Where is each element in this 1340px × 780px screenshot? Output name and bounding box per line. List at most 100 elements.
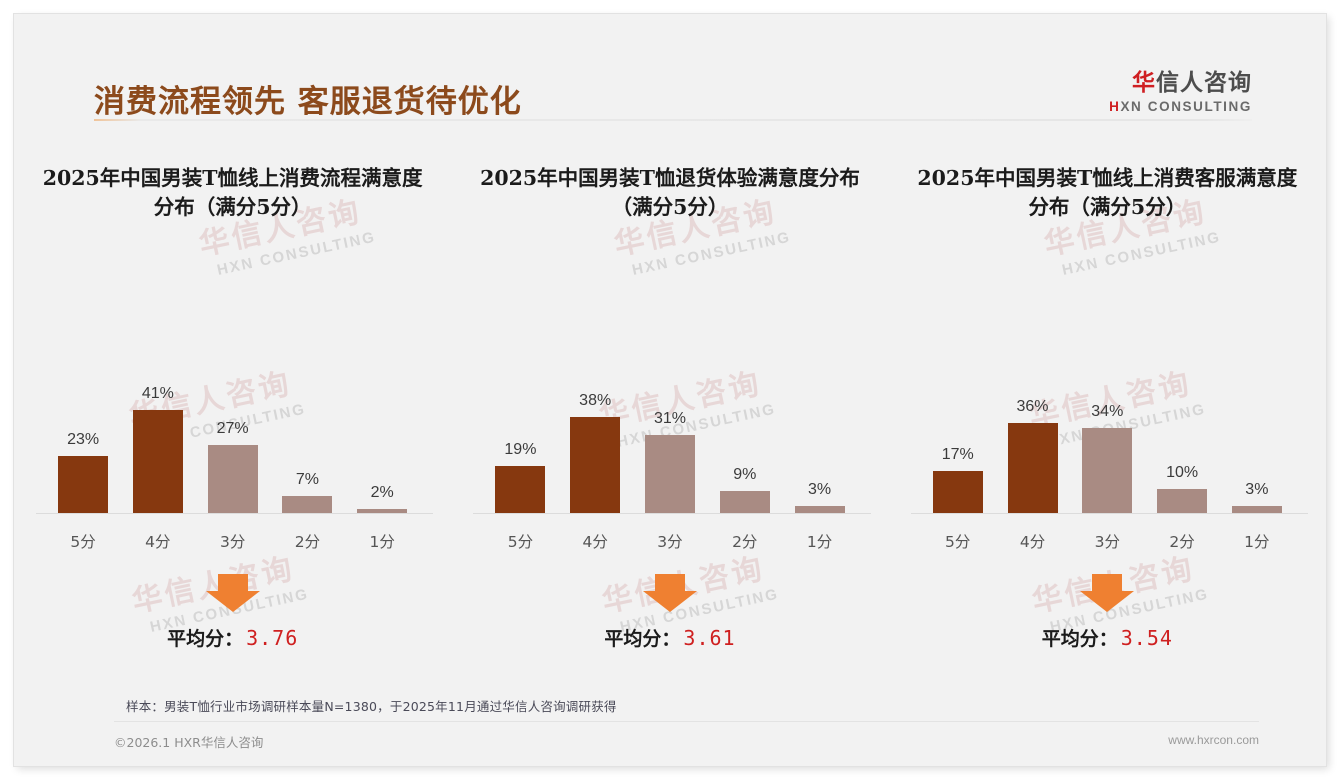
bar-group: 19% 38% 31% 9% xyxy=(485,260,854,514)
bar[interactable] xyxy=(357,508,408,514)
bar-column[interactable]: 9% xyxy=(710,260,780,514)
bar-column[interactable]: 31% xyxy=(635,260,705,514)
website-url[interactable]: www.hxrcon.com xyxy=(1168,733,1259,747)
x-axis-tick-label: 4分 xyxy=(582,533,608,551)
bar-column[interactable]: 2% xyxy=(347,260,417,514)
x-axis-labels: 5分 4分 3分 2分 1分 xyxy=(48,530,417,552)
bar[interactable] xyxy=(794,506,845,514)
bar-chart-plot: 19% 38% 31% 9% xyxy=(463,260,876,560)
bar-value-label: 17% xyxy=(941,445,974,463)
bar[interactable] xyxy=(495,465,546,514)
bar-value-label: 41% xyxy=(141,384,174,402)
bar-column[interactable]: 36% xyxy=(997,260,1067,514)
bar-value-label: 27% xyxy=(216,420,249,438)
bar[interactable] xyxy=(282,496,333,514)
bar[interactable] xyxy=(132,409,183,514)
chart-title: 2025年中国男装T恤线上消费流程满意度分布（满分5分） xyxy=(42,166,423,220)
footer-divider xyxy=(114,721,1259,722)
bar-value-label: 19% xyxy=(504,440,537,458)
bar-column[interactable]: 38% xyxy=(560,260,630,514)
chart-panel-1: 2025年中国男装T恤线上消费流程满意度分布（满分5分） 23% 41% 27% xyxy=(14,164,451,664)
bar-column[interactable]: 41% xyxy=(123,260,193,514)
chart-panel-2: 2025年中国男装T恤退货体验满意度分布（满分5分） 19% 38% 31% xyxy=(451,164,888,664)
bar-value-label: 38% xyxy=(579,392,612,410)
x-axis-line xyxy=(473,513,871,514)
average-score-label: 平均分： xyxy=(167,628,244,650)
logo-accent-char: 华 xyxy=(1132,70,1156,96)
average-score-line: 平均分： 3.54 xyxy=(901,624,1314,651)
average-score-line: 平均分： 3.61 xyxy=(463,624,876,651)
x-axis-tick-label: 5分 xyxy=(70,533,96,551)
x-axis-labels: 5分 4分 3分 2分 1分 xyxy=(485,530,854,552)
x-axis-tick-label: 5分 xyxy=(507,533,534,551)
logo-en-accent: H xyxy=(1109,99,1121,115)
bar-value-label: 7% xyxy=(295,471,319,489)
x-axis-tick-label: 1分 xyxy=(1244,533,1270,551)
bar-column[interactable]: 27% xyxy=(198,260,268,514)
bar-column[interactable]: 10% xyxy=(1147,260,1217,514)
x-axis-tick-label: 1分 xyxy=(806,533,833,551)
average-score-label: 平均分： xyxy=(1041,628,1118,650)
down-arrow-icon xyxy=(1080,574,1135,612)
average-score-value: 3.54 xyxy=(1120,626,1173,650)
x-axis-tick-label: 2分 xyxy=(732,533,758,551)
slide-footer: ©2026.1 HXR华信人咨询 www.hxrcon.com xyxy=(14,728,1326,766)
bar-column[interactable]: 3% xyxy=(784,260,854,514)
bar-chart-plot: 17% 36% 34% 10% xyxy=(901,260,1314,560)
x-axis-tick-label: 5分 xyxy=(945,533,971,551)
bar-column[interactable]: 19% xyxy=(485,260,555,514)
bar[interactable] xyxy=(1231,506,1282,514)
copyright-text: ©2026.1 HXR华信人咨询 xyxy=(114,735,264,750)
logo-rest-chars: 信人咨询 xyxy=(1156,70,1252,96)
average-score-block: 平均分： 3.61 xyxy=(463,574,876,670)
page-title: 消费流程领先 客服退货待优化 xyxy=(94,84,522,120)
bar[interactable] xyxy=(207,445,258,514)
bar-value-label: 10% xyxy=(1166,463,1199,481)
x-axis-tick-label: 2分 xyxy=(1169,533,1195,551)
x-axis-tick-label: 3分 xyxy=(657,533,683,551)
bar[interactable] xyxy=(570,417,621,514)
x-axis-tick-label: 3分 xyxy=(1094,533,1120,551)
bar[interactable] xyxy=(932,470,983,514)
x-axis-line xyxy=(910,513,1308,514)
average-score-block: 平均分： 3.76 xyxy=(26,574,439,670)
slide-header: 消费流程领先 客服退货待优化 华信人咨询 HXN CONSULTING xyxy=(14,14,1326,124)
down-arrow-icon xyxy=(205,574,260,612)
bar-value-label: 2% xyxy=(370,483,394,501)
bar-column[interactable]: 23% xyxy=(48,260,118,514)
brand-logo: 华信人咨询 HXN CONSULTING xyxy=(1052,70,1252,114)
chart-title: 2025年中国男装T恤退货体验满意度分布（满分5分） xyxy=(480,166,860,220)
bar-column[interactable]: 17% xyxy=(923,260,993,514)
slide-canvas: 消费流程领先 客服退货待优化 华信人咨询 HXN CONSULTING 华信人咨… xyxy=(14,14,1326,766)
x-axis-tick-label: 2分 xyxy=(294,533,321,551)
logo-en-rest: XN CONSULTING xyxy=(1120,99,1252,115)
average-score-block: 平均分： 3.54 xyxy=(901,574,1314,670)
bar-value-label: 23% xyxy=(67,430,100,448)
title-divider xyxy=(94,119,1252,121)
sample-footnote: 样本：男装T恤行业市场调研样本量N=1380，于2025年11月通过华信人咨询调… xyxy=(126,699,617,714)
bar[interactable] xyxy=(58,455,109,514)
x-axis-line xyxy=(36,513,434,514)
average-score-value: 3.61 xyxy=(683,626,736,650)
bar-value-label: 3% xyxy=(1245,481,1269,499)
bar-column[interactable]: 3% xyxy=(1222,260,1292,514)
bar-column[interactable]: 34% xyxy=(1072,260,1142,514)
bar-column[interactable]: 7% xyxy=(272,260,342,514)
chart-panel-3: 2025年中国男装T恤线上消费客服满意度分布（满分5分） 17% 36% 34% xyxy=(889,164,1326,664)
average-score-value: 3.76 xyxy=(246,626,299,650)
chart-title: 2025年中国男装T恤线上消费客服满意度分布（满分5分） xyxy=(917,166,1298,220)
bar[interactable] xyxy=(719,491,770,514)
bar-value-label: 9% xyxy=(733,466,757,484)
x-axis-tick-label: 4分 xyxy=(1019,533,1046,551)
bar[interactable] xyxy=(1157,488,1208,514)
x-axis-tick-label: 1分 xyxy=(369,533,395,551)
down-arrow-icon xyxy=(642,574,697,612)
average-score-line: 平均分： 3.76 xyxy=(26,624,439,651)
bar[interactable] xyxy=(1082,427,1133,514)
bar-value-label: 34% xyxy=(1091,402,1124,420)
x-axis-tick-label: 3分 xyxy=(219,533,246,551)
average-score-label: 平均分： xyxy=(604,628,681,650)
logo-chinese-text: 华信人咨询 xyxy=(1052,70,1252,96)
bar[interactable] xyxy=(1007,422,1058,514)
bar[interactable] xyxy=(644,435,695,514)
